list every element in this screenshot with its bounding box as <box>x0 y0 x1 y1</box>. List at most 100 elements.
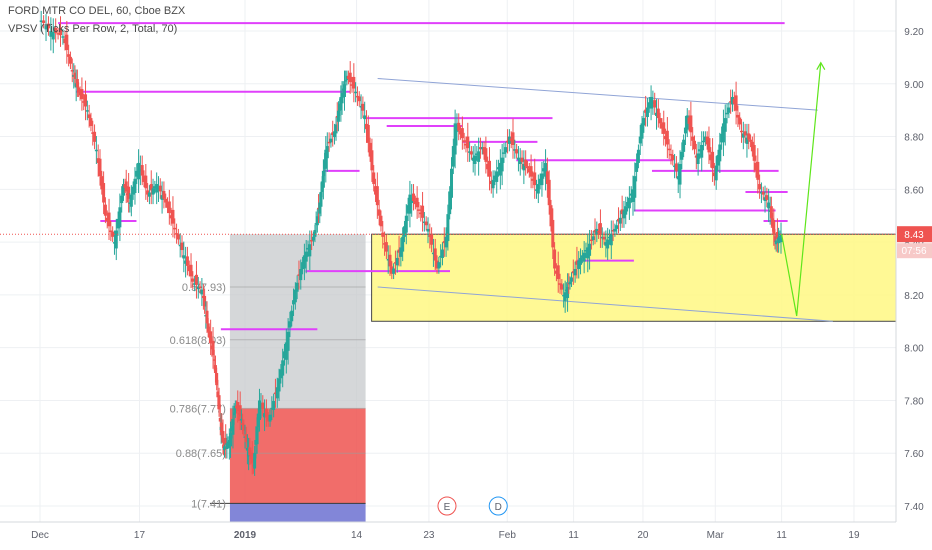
fib-level-label: 0.5(7.93) <box>182 282 226 294</box>
projection-path[interactable] <box>781 62 822 317</box>
price-tick-label: 7.40 <box>904 502 924 513</box>
time-tick-label: 11 <box>776 530 787 541</box>
candle-body <box>756 161 760 180</box>
dividend-icon[interactable] <box>488 496 508 516</box>
candle-body <box>419 212 423 215</box>
time-axis[interactable] <box>0 522 896 550</box>
candle-body <box>560 284 564 290</box>
candle-body <box>315 216 319 226</box>
candle-body <box>151 188 155 195</box>
candle-body <box>374 186 378 195</box>
candle-body <box>194 274 198 285</box>
candle-body <box>187 265 191 272</box>
trendline[interactable] <box>377 286 833 322</box>
candle-body <box>160 195 164 200</box>
candle-body <box>65 34 69 50</box>
candle-body <box>327 141 331 144</box>
candle-body <box>350 84 354 86</box>
candle-body <box>248 447 252 456</box>
candle-body <box>203 295 207 307</box>
candle-body <box>413 200 417 205</box>
candle-body <box>640 123 644 139</box>
candle-body <box>692 140 696 150</box>
candle-body <box>718 144 722 162</box>
candle-body <box>703 136 707 141</box>
candle-body <box>428 235 432 237</box>
candle-body <box>569 277 573 282</box>
candle-body <box>759 191 763 194</box>
countdown-badge <box>897 243 932 259</box>
candle-body <box>366 124 370 143</box>
candle-body <box>162 190 166 199</box>
candle-body <box>103 204 107 216</box>
candle-body <box>730 96 734 105</box>
price-axis[interactable] <box>896 0 932 550</box>
candle-body <box>645 107 649 118</box>
candle-body <box>773 236 777 243</box>
candle-body <box>241 423 245 425</box>
candle-body <box>462 140 466 142</box>
candle-body <box>185 256 189 266</box>
candle-body <box>655 112 659 116</box>
candle-body <box>582 252 586 262</box>
candle-body <box>638 136 642 144</box>
candle-body <box>741 133 745 138</box>
candle-body <box>618 217 622 224</box>
candle-body <box>372 172 376 185</box>
candle-body <box>311 236 315 241</box>
candle-body <box>67 54 71 57</box>
candle-body <box>310 240 314 242</box>
candle-body <box>507 136 511 144</box>
candle-body <box>200 289 204 295</box>
candle-body <box>723 118 727 132</box>
candle-body <box>551 219 555 248</box>
candle-body <box>691 136 695 141</box>
candle-body <box>562 294 566 297</box>
candle-body <box>676 176 680 180</box>
candle-body <box>336 110 340 122</box>
candle-body <box>381 232 385 237</box>
candle-body <box>354 91 358 94</box>
candle-body <box>164 198 168 203</box>
candle-body <box>745 137 749 144</box>
candle-body <box>522 164 526 171</box>
candle-body <box>498 162 502 176</box>
candle-body <box>714 165 718 181</box>
candle-body <box>536 184 540 194</box>
yellow-zone[interactable] <box>371 233 932 322</box>
trendline[interactable] <box>377 78 818 111</box>
candle-body <box>124 181 128 192</box>
candle-body <box>361 103 365 111</box>
candle-body <box>390 266 394 274</box>
candle-body <box>295 282 299 292</box>
candle-body <box>698 149 702 152</box>
candle-body <box>747 133 751 140</box>
candle-body <box>531 178 535 181</box>
countdown-value: 07:56 <box>901 246 926 257</box>
candle-body <box>502 152 506 154</box>
candle-body <box>140 165 144 176</box>
fib-level-label: 0.88(7.65) <box>176 448 226 460</box>
candle-body <box>149 184 153 191</box>
candle-body <box>457 122 461 131</box>
candle-body <box>720 133 724 143</box>
candle-body <box>674 163 678 171</box>
candle-body <box>775 232 779 239</box>
candle-body <box>588 243 592 256</box>
candle-body <box>464 143 468 146</box>
candle-body <box>54 27 58 34</box>
candle-body <box>535 189 539 191</box>
candle-body <box>725 112 729 115</box>
price-tick-label: 9.00 <box>904 80 924 91</box>
earnings-icon[interactable] <box>437 496 457 516</box>
candle-body <box>435 260 439 269</box>
candle-body <box>660 123 664 129</box>
candle-body <box>626 202 630 207</box>
candle-body <box>518 159 522 164</box>
candle-body <box>437 262 441 269</box>
candle-body <box>153 186 157 189</box>
candle-body <box>504 147 508 153</box>
candle-body <box>705 136 709 145</box>
